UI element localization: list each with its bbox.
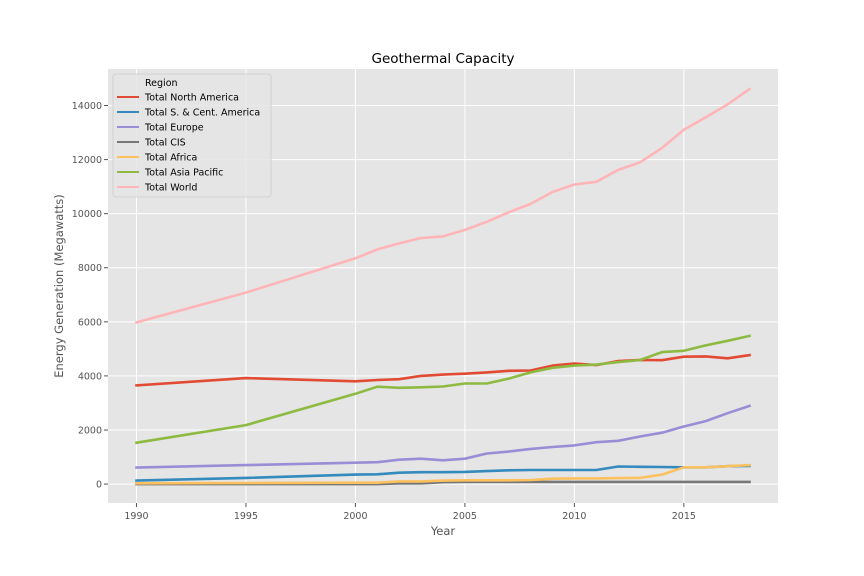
x-tick-label: 2005	[453, 511, 477, 522]
legend-entry: Total CIS	[144, 138, 186, 149]
legend: Region Total North America Total S. & Cen…	[112, 73, 272, 198]
legend-entry: Total World	[144, 183, 197, 194]
y-tick-label: 14000	[72, 101, 102, 112]
x-ticks: 1990 1995 2000 2005 2010 2015	[124, 503, 696, 522]
y-tick-label: 0	[96, 480, 102, 491]
series-line-5	[135, 334, 752, 445]
legend-entry: Total North America	[144, 93, 239, 104]
series-line-2	[135, 404, 752, 469]
y-tick-label: 6000	[78, 317, 102, 328]
series-line-6	[134, 87, 752, 324]
legend-entry: Total Africa	[144, 153, 197, 164]
x-tick-label: 2010	[562, 511, 586, 522]
y-tick-label: 2000	[78, 425, 102, 436]
y-tick-label: 4000	[78, 371, 102, 382]
legend-title: Region	[145, 78, 178, 89]
series-line-0	[135, 353, 751, 387]
series-lines	[134, 87, 752, 486]
x-tick-label: 1990	[124, 511, 148, 522]
x-tick-label: 1995	[234, 511, 258, 522]
x-tick-label: 2000	[343, 511, 367, 522]
chart-title: Geothermal Capacity	[372, 51, 515, 67]
x-axis-label: Year	[430, 524, 456, 538]
legend-entry: Total Asia Pacific	[144, 168, 223, 179]
y-tick-label: 12000	[72, 155, 102, 166]
legend-box	[112, 73, 272, 198]
x-tick-label: 2015	[672, 511, 696, 522]
legend-entry: Total Europe	[144, 123, 204, 134]
series-line-1	[135, 464, 751, 482]
y-ticks: 0 2000 4000 6000 8000 10000 12000 14000	[72, 101, 108, 491]
series-line-4	[135, 463, 751, 485]
y-axis-label: Energy Generation (Megawatts)	[52, 194, 66, 378]
legend-entry: Total S. & Cent. America	[144, 108, 260, 119]
y-tick-label: 10000	[72, 209, 102, 220]
series-line-3	[135, 480, 751, 486]
y-tick-label: 8000	[78, 263, 102, 274]
